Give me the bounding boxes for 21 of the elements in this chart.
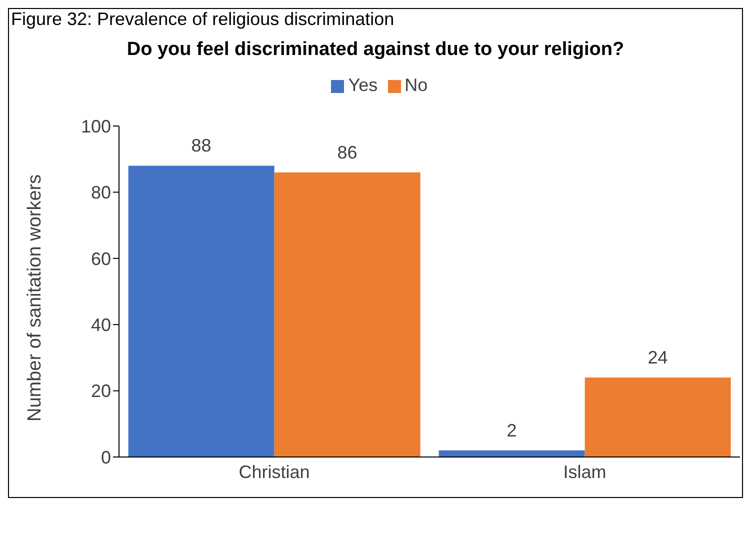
y-tick-label: 40 xyxy=(90,314,111,335)
legend-label: Yes xyxy=(348,75,378,95)
data-label: 2 xyxy=(506,420,517,440)
y-tick-label: 60 xyxy=(90,248,111,269)
bar xyxy=(128,166,274,457)
x-tick-label: Christian xyxy=(238,462,310,482)
data-label: 24 xyxy=(648,348,668,368)
legend-label: No xyxy=(404,75,428,95)
data-label: 86 xyxy=(337,142,358,162)
x-tick-label: Islam xyxy=(563,462,606,482)
data-label: 88 xyxy=(191,136,212,156)
y-tick-label: 0 xyxy=(100,447,111,468)
bar xyxy=(584,378,731,457)
y-tick-label: 20 xyxy=(90,381,111,402)
chart-title: Do you feel discriminated against due to your religion? xyxy=(126,38,626,62)
caption: Figure 32: Prevalence of religious discrimination xyxy=(10,9,396,30)
bar xyxy=(274,172,420,457)
y-axis-title: Number of sanitation workers xyxy=(24,174,46,422)
bar xyxy=(438,450,585,457)
y-tick-label: 80 xyxy=(90,182,111,203)
y-tick-label: 100 xyxy=(80,116,111,136)
